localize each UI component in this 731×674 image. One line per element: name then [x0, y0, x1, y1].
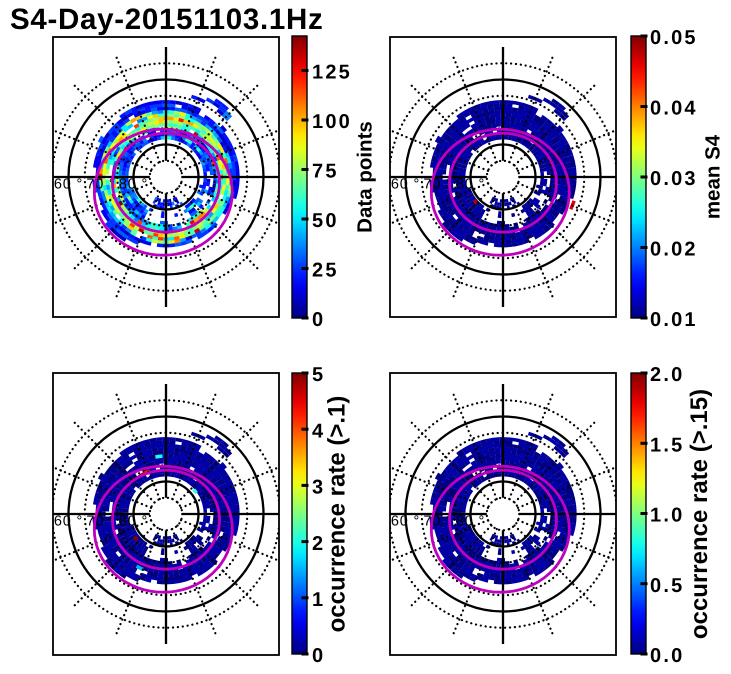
svg-text:1: 1: [312, 589, 325, 611]
svg-text:0: 0: [312, 645, 325, 667]
svg-text:0: 0: [312, 309, 325, 331]
svg-text:0.05: 0.05: [650, 27, 698, 49]
svg-text:80 °: 80 °: [119, 514, 148, 530]
svg-text:0.03: 0.03: [650, 168, 698, 190]
svg-text:80 °: 80 °: [456, 177, 485, 193]
svg-text:S4-Day-20151103.1Hz: S4-Day-20151103.1Hz: [10, 3, 323, 36]
svg-text:mean S4: mean S4: [702, 134, 725, 219]
svg-text:60 °: 60 °: [391, 514, 420, 530]
svg-text:occurrence rate (>.15): occurrence rate (>.15): [686, 389, 713, 639]
svg-text:60 °: 60 °: [391, 177, 420, 193]
svg-text:75: 75: [312, 161, 339, 183]
svg-text:25: 25: [312, 260, 339, 282]
svg-text:125: 125: [312, 62, 352, 84]
svg-text:0.01: 0.01: [650, 309, 698, 331]
svg-text:2: 2: [312, 533, 325, 555]
svg-text:0.5: 0.5: [650, 575, 684, 597]
svg-text:2.0: 2.0: [650, 364, 684, 386]
svg-text:50: 50: [312, 210, 339, 232]
svg-text:occurrence rate (>.1): occurrence rate (>.1): [324, 396, 351, 633]
svg-text:60 °: 60 °: [54, 514, 83, 530]
svg-text:0.02: 0.02: [650, 239, 698, 261]
svg-text:60 °: 60 °: [54, 177, 83, 193]
svg-text:0.04: 0.04: [650, 98, 698, 120]
svg-text:5: 5: [312, 364, 325, 386]
svg-text:80 °: 80 °: [119, 177, 148, 193]
svg-text:Data points: Data points: [354, 121, 377, 233]
svg-text:0.0: 0.0: [650, 645, 684, 667]
svg-text:4: 4: [312, 420, 325, 442]
svg-text:80 °: 80 °: [456, 514, 485, 530]
svg-text:3: 3: [312, 477, 325, 499]
svg-text:100: 100: [312, 111, 352, 133]
svg-text:1.0: 1.0: [650, 505, 684, 527]
svg-text:1.5: 1.5: [650, 434, 684, 456]
